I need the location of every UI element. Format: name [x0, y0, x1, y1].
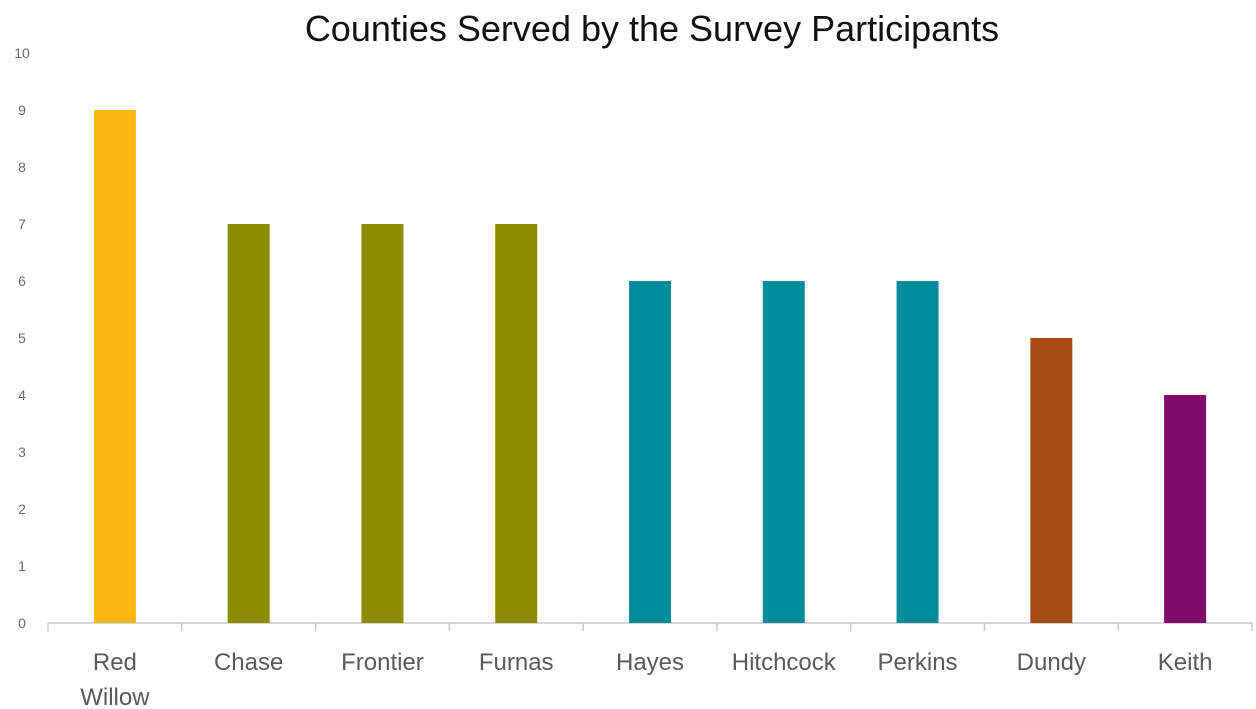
x-tick-label: Hitchcock: [732, 649, 837, 676]
y-tick-label: 5: [18, 330, 26, 346]
y-tick-label: 8: [18, 159, 26, 175]
y-tick-label: 7: [18, 216, 26, 232]
x-tick-label: Red: [93, 649, 137, 676]
bar: [361, 224, 404, 623]
y-tick-label: 6: [18, 273, 26, 289]
x-tick-label: Frontier: [341, 649, 424, 676]
y-tick-label: 2: [18, 501, 26, 517]
x-tick-label: Furnas: [479, 649, 554, 676]
y-tick-label: 1: [18, 558, 26, 574]
x-tick-label: Willow: [80, 684, 150, 709]
chart-title: Counties Served by the Survey Participan…: [304, 8, 1000, 49]
x-tick-label: Chase: [214, 649, 283, 676]
bar: [495, 224, 538, 623]
x-tick-label: Dundy: [1017, 649, 1086, 676]
y-tick-label: 4: [18, 387, 26, 403]
y-tick-label: 0: [18, 615, 26, 631]
y-tick-label: 9: [18, 102, 26, 118]
bar: [629, 281, 671, 623]
bar: [762, 281, 805, 623]
bar: [1030, 338, 1073, 623]
bar: [896, 281, 939, 623]
y-tick-label: 10: [14, 45, 30, 61]
x-tick-label: Keith: [1158, 649, 1213, 676]
bar: [227, 224, 270, 623]
x-tick-label: Perkins: [878, 649, 958, 676]
bar: [93, 110, 136, 623]
x-tick-label: Hayes: [616, 649, 684, 676]
bar: [1164, 395, 1207, 623]
y-tick-label: 3: [18, 444, 26, 460]
